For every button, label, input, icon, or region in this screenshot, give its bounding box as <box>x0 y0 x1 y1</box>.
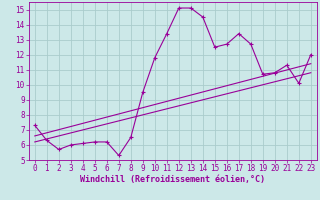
X-axis label: Windchill (Refroidissement éolien,°C): Windchill (Refroidissement éolien,°C) <box>80 175 265 184</box>
